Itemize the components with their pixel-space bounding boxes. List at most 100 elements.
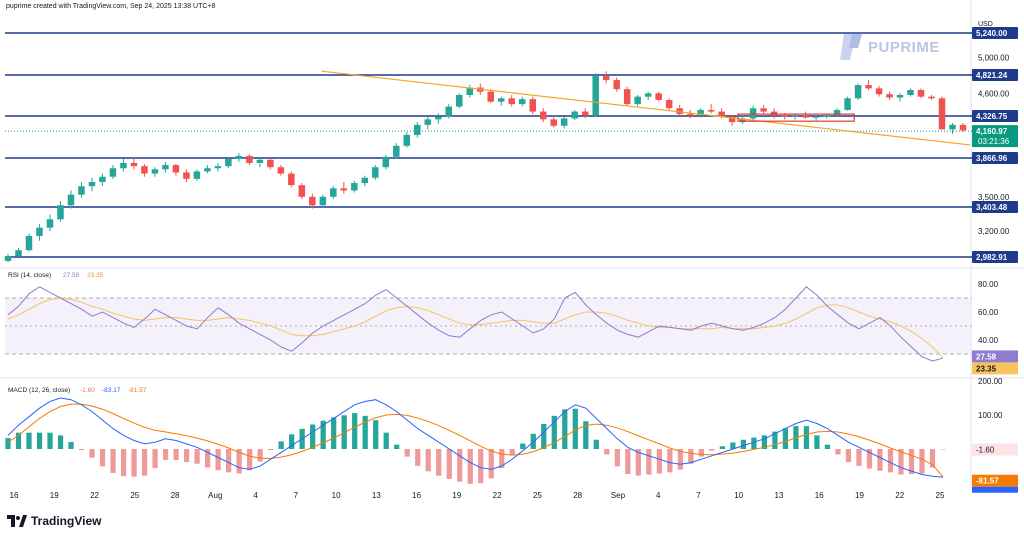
level-price-label: 3,866.96 <box>976 154 1008 163</box>
rsi-panel: RSI (14, close) 27.58 23.35 80.00 60.00 40.00… <box>5 272 1018 375</box>
candle-body <box>57 205 64 220</box>
macd-signal-line <box>7 403 944 478</box>
candle-body <box>246 155 253 163</box>
candle-body <box>162 165 169 170</box>
candle-body <box>36 227 43 236</box>
macd-line <box>7 397 944 478</box>
level-price-tag <box>972 251 1018 263</box>
time-tick-label: 16 <box>412 491 421 500</box>
macd-tick-label: 100.00 <box>978 411 1003 420</box>
candle-body <box>456 95 463 107</box>
time-tick-label: 4 <box>656 491 661 500</box>
time-tick-label: 16 <box>10 491 19 500</box>
level-price-tag <box>972 110 1018 122</box>
time-tick-label: 7 <box>294 491 299 500</box>
horizontal-levels[interactable]: 5,240.00 4,821.24 4,326.75 3,866.96 3,403.48… <box>5 27 1018 263</box>
level-price-tag <box>972 69 1018 81</box>
time-axis[interactable]: 16 19 22 25 28 Aug 4 7 10 13 16 19 22 25 28 Sep 4 7 10 13 16… <box>10 491 945 500</box>
candle-body <box>25 235 33 251</box>
macd-title: MACD (12, 26, close) <box>8 387 70 394</box>
candle-body <box>393 145 400 157</box>
tradingview-logo-text: TradingView <box>31 514 102 528</box>
candle-body <box>172 165 180 173</box>
macd-tick-label: 200.00 <box>978 377 1003 386</box>
consolidation-rectangle[interactable] <box>737 113 855 122</box>
rsi-ma-tag-label: 23.35 <box>976 364 997 373</box>
macd-panel: MACD (12, 26, close) -1.60 -83.17 -81.57 200… <box>5 377 1018 493</box>
candle-body <box>382 156 390 168</box>
candle-body <box>497 98 505 102</box>
candle-body <box>151 169 159 174</box>
candle-body <box>330 188 337 197</box>
time-tick-label: 19 <box>855 491 864 500</box>
candle-body <box>823 114 830 117</box>
candle-body <box>697 109 704 116</box>
candle-body <box>120 162 127 169</box>
tradingview-logo[interactable]: TradingView <box>7 514 101 528</box>
chart-overlays[interactable] <box>321 70 971 146</box>
watermark-brand: PUPRIME <box>838 32 940 62</box>
candle-body <box>802 115 809 118</box>
candle-body <box>581 111 589 116</box>
candle-body <box>644 93 652 97</box>
rsi-tick-label: 40.00 <box>978 336 999 345</box>
candle-body <box>791 115 799 117</box>
macd-line-tag <box>972 486 1018 493</box>
level-price-label: 4,821.24 <box>976 71 1008 80</box>
time-tick-label: Aug <box>208 491 222 500</box>
candle-body <box>665 99 673 109</box>
candle-body <box>361 177 369 184</box>
candle-body <box>435 116 442 120</box>
rsi-value: 27.58 <box>63 272 80 279</box>
candle-body <box>4 256 12 261</box>
time-tick-label: 13 <box>775 491 784 500</box>
candle-body <box>309 196 316 206</box>
level-price-tag <box>972 201 1018 213</box>
candle-body <box>88 181 96 187</box>
candle-body <box>613 80 620 90</box>
candle-body <box>414 124 421 135</box>
puprime-logo-icon <box>840 34 862 60</box>
rsi-line <box>7 286 944 362</box>
candle-body <box>896 95 904 98</box>
candle-body <box>812 116 820 118</box>
rsi-ma-tag <box>972 362 1018 375</box>
descending-trendline[interactable] <box>321 70 971 146</box>
candle-body <box>760 108 767 112</box>
candle-body <box>183 172 190 179</box>
candle-body <box>529 99 536 112</box>
candle-body <box>770 111 778 115</box>
price-tick-label: 3,200.00 <box>978 227 1010 236</box>
candle-body <box>508 98 515 105</box>
candle-body <box>319 196 327 206</box>
candle-body <box>487 91 495 102</box>
candle-body <box>256 159 264 163</box>
candle-body <box>193 171 201 179</box>
candle-body <box>928 96 935 99</box>
candle-body <box>634 96 641 105</box>
rsi-tick-label: 80.00 <box>978 280 999 289</box>
candle-body <box>130 162 138 167</box>
level-price-label: 5,240.00 <box>976 29 1008 38</box>
time-tick-label: 19 <box>452 491 461 500</box>
macd-signal-value: -81.57 <box>128 387 147 394</box>
candle-body <box>707 109 715 112</box>
candle-body <box>78 186 85 195</box>
level-price-label: 4,326.75 <box>976 112 1008 121</box>
candle-body <box>781 114 788 117</box>
candle-body <box>109 168 117 177</box>
candle-body <box>235 155 243 159</box>
candle-body <box>99 176 106 182</box>
time-tick-label: 28 <box>573 491 582 500</box>
chart-header: puprime created with TradingView.com, Se… <box>6 3 216 10</box>
price-tick-label: 4,600.00 <box>978 89 1010 98</box>
candle-body <box>959 124 967 131</box>
time-tick-label: 10 <box>734 491 743 500</box>
price-axis[interactable]: USD 5,000.00 4,600.00 3,500.00 3,200.00 <box>978 21 1010 236</box>
candle-body <box>340 188 348 191</box>
time-tick-label: 28 <box>171 491 180 500</box>
last-price-label: 4,160.97 <box>976 127 1008 136</box>
time-tick-label: 22 <box>493 491 502 500</box>
candle-body <box>728 116 736 123</box>
